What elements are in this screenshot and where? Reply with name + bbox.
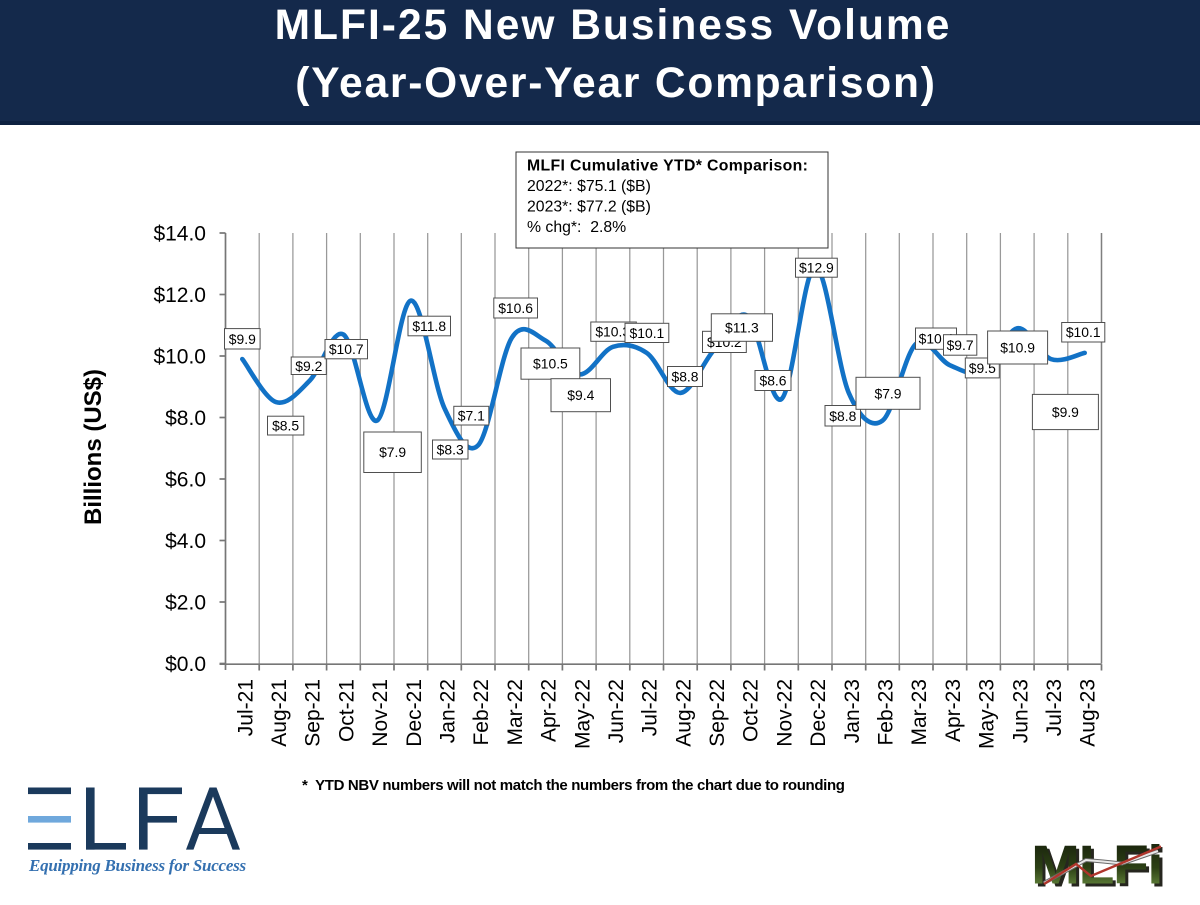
- svg-text:$4.0: $4.0: [165, 530, 206, 553]
- svg-text:Jan-22: Jan-22: [437, 679, 460, 743]
- svg-text:Jul-21: Jul-21: [234, 679, 257, 736]
- svg-text:Equipping Business for Success: Equipping Business for Success: [28, 856, 246, 875]
- svg-text:$8.6: $8.6: [759, 373, 786, 389]
- svg-text:$11.3: $11.3: [725, 320, 759, 336]
- svg-text:Jun-23: Jun-23: [1009, 679, 1032, 743]
- svg-text:Nov-21: Nov-21: [369, 679, 392, 747]
- svg-text:Mar-23: Mar-23: [908, 679, 931, 746]
- svg-text:Dec-22: Dec-22: [807, 679, 830, 747]
- svg-text:$8.5: $8.5: [272, 418, 299, 434]
- svg-text:$7.9: $7.9: [874, 385, 901, 401]
- svg-text:$7.9: $7.9: [379, 444, 406, 460]
- svg-text:Jul-23: Jul-23: [1043, 679, 1066, 736]
- svg-text:Oct-21: Oct-21: [335, 679, 358, 742]
- svg-text:Feb-22: Feb-22: [470, 679, 493, 746]
- svg-text:$10.7: $10.7: [329, 341, 364, 357]
- svg-text:MLFI-25 New Business Volume: MLFI-25 New Business Volume: [275, 2, 952, 49]
- svg-text:% chg*: 2.8%: % chg*: 2.8%: [527, 219, 626, 236]
- svg-text:$9.9: $9.9: [1052, 404, 1079, 420]
- svg-text:$12.9: $12.9: [799, 260, 834, 276]
- svg-text:$10.6: $10.6: [498, 300, 533, 316]
- svg-text:$10.5: $10.5: [533, 356, 568, 372]
- svg-text:$2.0: $2.0: [165, 592, 206, 615]
- svg-text:2023*: $77.2 ($B): 2023*: $77.2 ($B): [527, 199, 651, 216]
- svg-text:Nov-22: Nov-22: [773, 679, 796, 747]
- svg-text:MLFi: MLFi: [1031, 834, 1162, 896]
- svg-text:$11.8: $11.8: [412, 318, 446, 334]
- svg-text:Aug-21: Aug-21: [268, 679, 291, 747]
- svg-text:Aug-23: Aug-23: [1077, 679, 1100, 747]
- svg-text:Jun-22: Jun-22: [605, 679, 628, 743]
- svg-text:$9.2: $9.2: [295, 358, 322, 374]
- svg-text:$10.1: $10.1: [1066, 324, 1101, 340]
- svg-text:$10.0: $10.0: [153, 346, 206, 369]
- svg-text:$8.8: $8.8: [671, 369, 698, 385]
- svg-text:$0.0: $0.0: [165, 653, 206, 676]
- svg-text:May-23: May-23: [976, 679, 999, 749]
- svg-text:Sep-21: Sep-21: [302, 679, 325, 747]
- svg-text:MLFi: MLFi: [1034, 837, 1165, 899]
- svg-text:(Year-Over-Year Comparison): (Year-Over-Year Comparison): [295, 60, 936, 107]
- svg-text:Feb-23: Feb-23: [875, 679, 898, 746]
- svg-text:$8.0: $8.0: [165, 407, 206, 430]
- svg-text:$9.7: $9.7: [947, 337, 974, 353]
- svg-text:Jan-23: Jan-23: [841, 679, 864, 743]
- svg-text:$7.1: $7.1: [458, 408, 485, 424]
- svg-text:$8.3: $8.3: [437, 442, 464, 458]
- svg-text:Apr-23: Apr-23: [942, 679, 965, 742]
- svg-text:$12.0: $12.0: [153, 284, 206, 307]
- svg-text:Billions (US$): Billions (US$): [80, 369, 107, 525]
- svg-text:$10.1: $10.1: [630, 325, 665, 341]
- svg-text:2022*: $75.1 ($B): 2022*: $75.1 ($B): [527, 178, 651, 195]
- svg-text:$10.3: $10.3: [595, 324, 630, 340]
- svg-text:Mar-22: Mar-22: [504, 679, 527, 746]
- svg-text:Dec-21: Dec-21: [403, 679, 426, 747]
- svg-text:May-22: May-22: [571, 679, 594, 749]
- svg-text:$10.9: $10.9: [1000, 340, 1035, 356]
- svg-text:MLFI Cumulative YTD* Compariso: MLFI Cumulative YTD* Comparison:: [527, 158, 808, 175]
- svg-text:$8.8: $8.8: [829, 408, 856, 424]
- svg-text:$9.4: $9.4: [567, 387, 594, 403]
- svg-text:* YTD NBV numbers will not ma: * YTD NBV numbers will not match the num…: [302, 777, 845, 794]
- svg-text:$6.0: $6.0: [165, 469, 206, 492]
- svg-text:Aug-22: Aug-22: [672, 679, 695, 747]
- svg-text:Apr-22: Apr-22: [538, 679, 561, 742]
- svg-text:$9.9: $9.9: [229, 331, 256, 347]
- svg-text:Jul-22: Jul-22: [639, 679, 662, 736]
- svg-text:$14.0: $14.0: [153, 223, 206, 246]
- svg-text:Sep-22: Sep-22: [706, 679, 729, 747]
- svg-text:Oct-22: Oct-22: [740, 679, 763, 742]
